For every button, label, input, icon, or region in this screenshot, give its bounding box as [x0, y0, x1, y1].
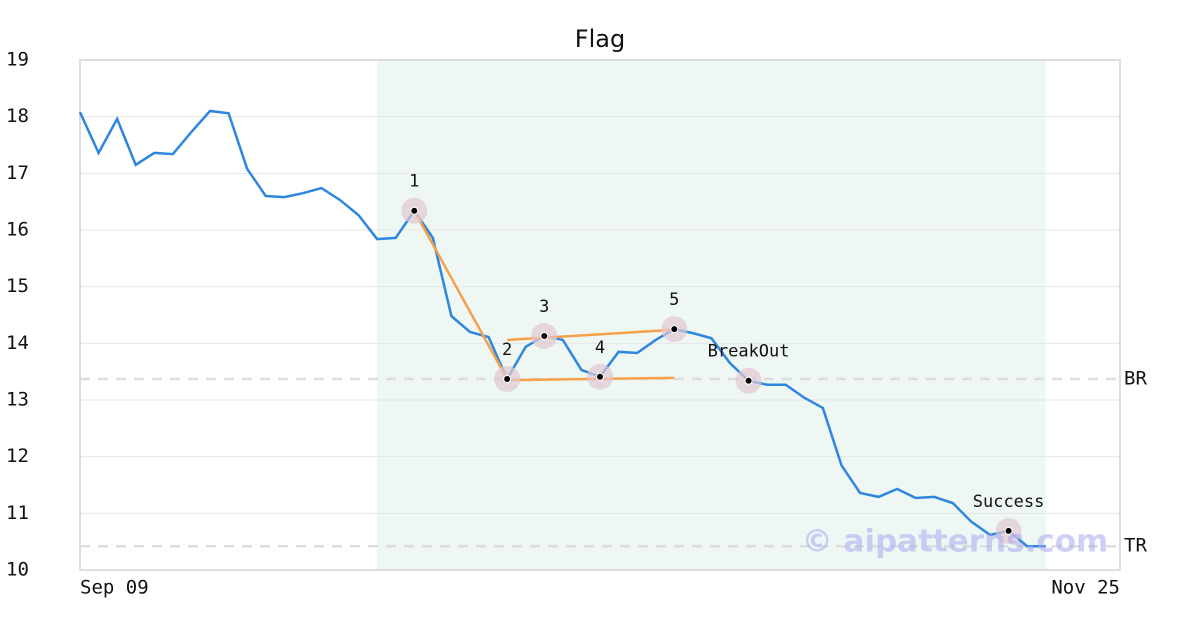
annotation-dot: [1004, 526, 1013, 535]
annotation-dot: [540, 331, 549, 340]
y-tick-label: 19: [6, 49, 29, 71]
level-label: BR: [1124, 368, 1147, 390]
y-tick-label: 12: [6, 445, 29, 467]
plot-frame: [79, 59, 1121, 571]
trend-line: [413, 210, 509, 380]
y-tick-label: 16: [6, 219, 29, 241]
y-tick-label: 14: [6, 332, 29, 354]
annotation-label: 2: [502, 340, 512, 360]
y-tick-label: 18: [6, 105, 29, 127]
annotation-dot: [670, 325, 679, 334]
annotation-label: 4: [595, 338, 605, 358]
y-tick-label: 10: [6, 559, 29, 581]
y-tick-label: 17: [6, 162, 29, 184]
annotation-label: Success: [973, 492, 1045, 512]
annotation-dot: [503, 375, 512, 384]
annotation-label: 3: [539, 297, 549, 317]
annotation-dot: [596, 372, 604, 381]
highlight-region: [377, 60, 1046, 570]
y-tick-label: 11: [6, 502, 29, 524]
annotation-label: BreakOut: [708, 342, 790, 362]
series-line: [78, 109, 1046, 548]
watermark: © aipatterns.com: [802, 524, 1109, 560]
annotation-label: 5: [669, 290, 679, 310]
annotation-label: 1: [409, 172, 419, 192]
annotation-dot: [744, 376, 753, 385]
level-label: TR: [1124, 535, 1147, 557]
x-tick-label: Sep 09: [80, 577, 149, 599]
y-tick-label: 15: [6, 275, 29, 297]
annotation-dot: [410, 206, 419, 215]
x-tick-label: Nov 25: [1051, 577, 1120, 599]
chart-title: Flag: [575, 25, 625, 53]
y-tick-label: 13: [6, 389, 29, 411]
